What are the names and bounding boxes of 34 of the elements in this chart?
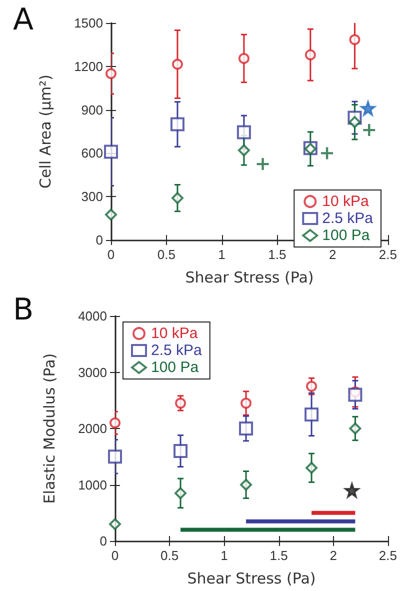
y-tick-label: 0 bbox=[100, 534, 107, 548]
chart-title: A bbox=[13, 2, 34, 38]
y-tick-label: 3000 bbox=[78, 364, 107, 380]
legend-label: 2.5 kPa bbox=[322, 210, 374, 227]
x-tick-label: 2.5 bbox=[378, 247, 398, 262]
x-tick-label: 2 bbox=[330, 548, 337, 563]
y-tick-label: 1200 bbox=[74, 58, 103, 74]
x-tick-label: 1.5 bbox=[270, 548, 288, 563]
legend-label: 2.5 kPa bbox=[151, 342, 203, 359]
x-axis-title: Shear Stress (Pa) bbox=[185, 268, 314, 286]
x-tick-label: 2 bbox=[328, 247, 336, 262]
y-tick-label: 4000 bbox=[78, 308, 107, 324]
x-tick-label: 0.5 bbox=[160, 548, 179, 563]
legend-label: 10 kPa bbox=[322, 193, 370, 210]
y-tick-label: 1000 bbox=[78, 477, 107, 492]
legend-label: 100 Pa bbox=[151, 359, 200, 376]
x-tick-label: 1 bbox=[220, 548, 228, 563]
chart-title: B bbox=[13, 292, 34, 328]
y-tick-label: 300 bbox=[81, 189, 103, 204]
legend-label: 100 Pa bbox=[322, 227, 370, 244]
y-axis-title: Cell Area (μm²) bbox=[36, 74, 54, 188]
x-tick-label: 0.5 bbox=[157, 247, 176, 262]
y-tick-label: 900 bbox=[81, 102, 103, 118]
y-tick-label: 1500 bbox=[74, 16, 103, 30]
x-axis-title: Shear Stress (Pa) bbox=[187, 570, 316, 588]
x-tick-label: 1 bbox=[218, 247, 226, 262]
x-tick-label: 0 bbox=[111, 548, 119, 563]
y-axis-title: Elastic Modulus (Pa) bbox=[40, 353, 58, 504]
y-tick-label: 600 bbox=[81, 146, 103, 161]
y-tick-label: 2000 bbox=[78, 421, 107, 436]
y-tick-label: 0 bbox=[96, 232, 103, 248]
x-tick-label: 1.5 bbox=[268, 247, 286, 262]
x-tick-label: 2.5 bbox=[378, 548, 398, 563]
legend-label: 10 kPa bbox=[151, 325, 198, 342]
